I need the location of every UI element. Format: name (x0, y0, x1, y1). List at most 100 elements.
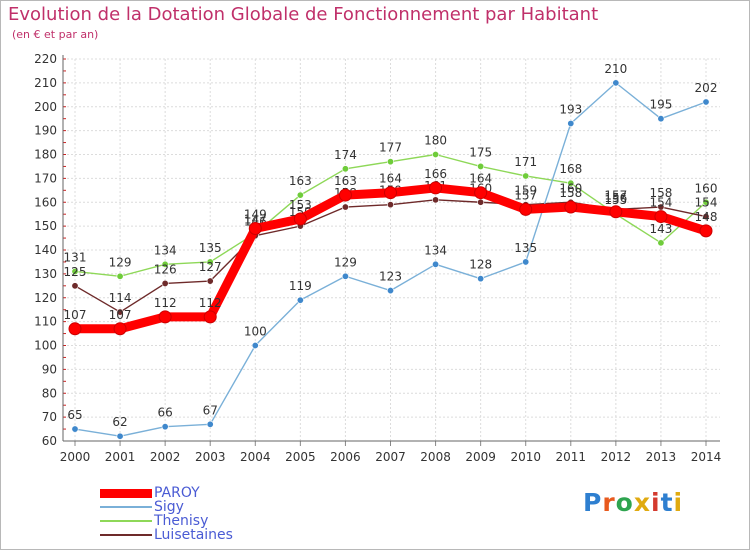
data-point-thenisy (386, 158, 394, 166)
data-point-paroy (519, 202, 533, 216)
data-point-thenisy (71, 267, 79, 275)
logo-letter: r (602, 488, 616, 517)
data-label-thenisy: 168 (559, 162, 582, 176)
data-point-sigy (567, 119, 575, 127)
data-label-sigy: 135 (514, 241, 537, 255)
data-point-sigy (161, 423, 169, 431)
data-label-paroy: 157 (514, 188, 537, 202)
data-label-paroy: 158 (559, 186, 582, 200)
data-point-thenisy (522, 172, 530, 180)
data-label-thenisy: 131 (64, 250, 87, 264)
data-point-paroy (158, 310, 172, 324)
data-label-sigy: 129 (334, 255, 357, 269)
data-point-paroy (338, 188, 352, 202)
data-point-sigy (702, 98, 710, 106)
x-tick-label: 2013 (646, 450, 677, 464)
data-label-thenisy: 177 (379, 141, 402, 155)
data-label-paroy: 163 (334, 174, 357, 188)
data-point-sigy (206, 420, 214, 428)
logo-letter: o (615, 488, 634, 517)
logo-letter: i (651, 488, 661, 517)
x-tick-label: 2002 (150, 450, 181, 464)
data-point-sigy (432, 260, 440, 268)
data-label-luisetaines: 125 (64, 265, 87, 279)
y-tick-label: 150 (34, 219, 57, 233)
data-point-luisetaines (702, 213, 710, 221)
data-point-paroy (68, 322, 82, 336)
x-tick-label: 2001 (105, 450, 136, 464)
data-point-paroy (113, 322, 127, 336)
y-tick-label: 70 (42, 410, 57, 424)
data-point-paroy (564, 200, 578, 214)
data-point-sigy (612, 79, 620, 87)
data-label-thenisy: 175 (469, 145, 492, 159)
data-point-paroy (474, 186, 488, 200)
data-point-luisetaines (477, 198, 485, 206)
data-point-luisetaines (71, 282, 79, 290)
legend-swatch-paroy (100, 488, 152, 498)
data-point-paroy (429, 181, 443, 195)
data-label-thenisy: 155 (604, 193, 627, 207)
chart-title: Evolution de la Dotation Globale de Fonc… (8, 4, 599, 25)
data-label-sigy: 193 (559, 102, 582, 116)
legend-swatch-thenisy (100, 520, 152, 522)
data-point-sigy (251, 341, 259, 349)
data-point-luisetaines (432, 196, 440, 204)
data-point-sigy (341, 272, 349, 280)
legend-label-paroy: PAROY (154, 485, 200, 501)
y-tick-label: 140 (34, 243, 57, 257)
data-label-luisetaines: 126 (154, 262, 177, 276)
x-tick-label: 2005 (285, 450, 316, 464)
x-tick-label: 2011 (556, 450, 587, 464)
data-label-luisetaines: 158 (649, 186, 672, 200)
data-label-paroy: 156 (604, 191, 627, 205)
data-point-sigy (296, 296, 304, 304)
legend: PAROY Sigy Thenisy Luisetaines (100, 486, 233, 542)
y-tick-label: 130 (34, 267, 57, 281)
data-label-sigy: 195 (649, 98, 672, 112)
data-label-thenisy: 135 (199, 241, 222, 255)
data-point-thenisy (702, 198, 710, 206)
data-label-thenisy: 160 (695, 181, 718, 195)
y-tick-label: 200 (34, 100, 57, 114)
data-point-paroy (293, 212, 307, 226)
x-tick-label: 2007 (375, 450, 406, 464)
data-point-sigy (116, 432, 124, 440)
y-tick-label: 110 (34, 315, 57, 329)
data-point-paroy (609, 205, 623, 219)
data-label-thenisy: 174 (334, 148, 357, 162)
data-label-thenisy: 129 (109, 255, 132, 269)
data-point-thenisy (567, 179, 575, 187)
x-tick-label: 2014 (691, 450, 722, 464)
data-label-paroy: 107 (64, 308, 87, 322)
data-label-sigy: 66 (158, 406, 173, 420)
data-label-sigy: 65 (67, 408, 82, 422)
legend-swatch-luisetaines (100, 534, 152, 536)
y-tick-label: 80 (42, 386, 57, 400)
data-point-sigy (71, 425, 79, 433)
data-label-luisetaines: 159 (514, 184, 537, 198)
data-label-paroy: 148 (695, 210, 718, 224)
data-point-thenisy (657, 239, 665, 247)
data-point-paroy (248, 222, 262, 236)
data-label-luisetaines: 157 (604, 188, 627, 202)
data-point-thenisy (432, 151, 440, 159)
data-point-luisetaines (116, 308, 124, 316)
y-tick-label: 170 (34, 171, 57, 185)
data-point-thenisy (116, 272, 124, 280)
data-label-paroy: 164 (469, 172, 492, 186)
data-point-paroy (699, 224, 713, 238)
data-point-paroy (384, 186, 397, 200)
y-tick-label: 120 (34, 291, 57, 305)
data-point-sigy (386, 287, 394, 295)
data-label-paroy: 107 (109, 308, 132, 322)
x-tick-label: 2003 (195, 450, 226, 464)
x-tick-label: 2012 (601, 450, 632, 464)
data-point-thenisy (206, 258, 214, 266)
data-point-sigy (477, 275, 485, 283)
data-point-thenisy (477, 162, 485, 170)
data-label-sigy: 123 (379, 270, 402, 284)
y-tick-label: 160 (34, 195, 57, 209)
x-tick-label: 2000 (60, 450, 91, 464)
